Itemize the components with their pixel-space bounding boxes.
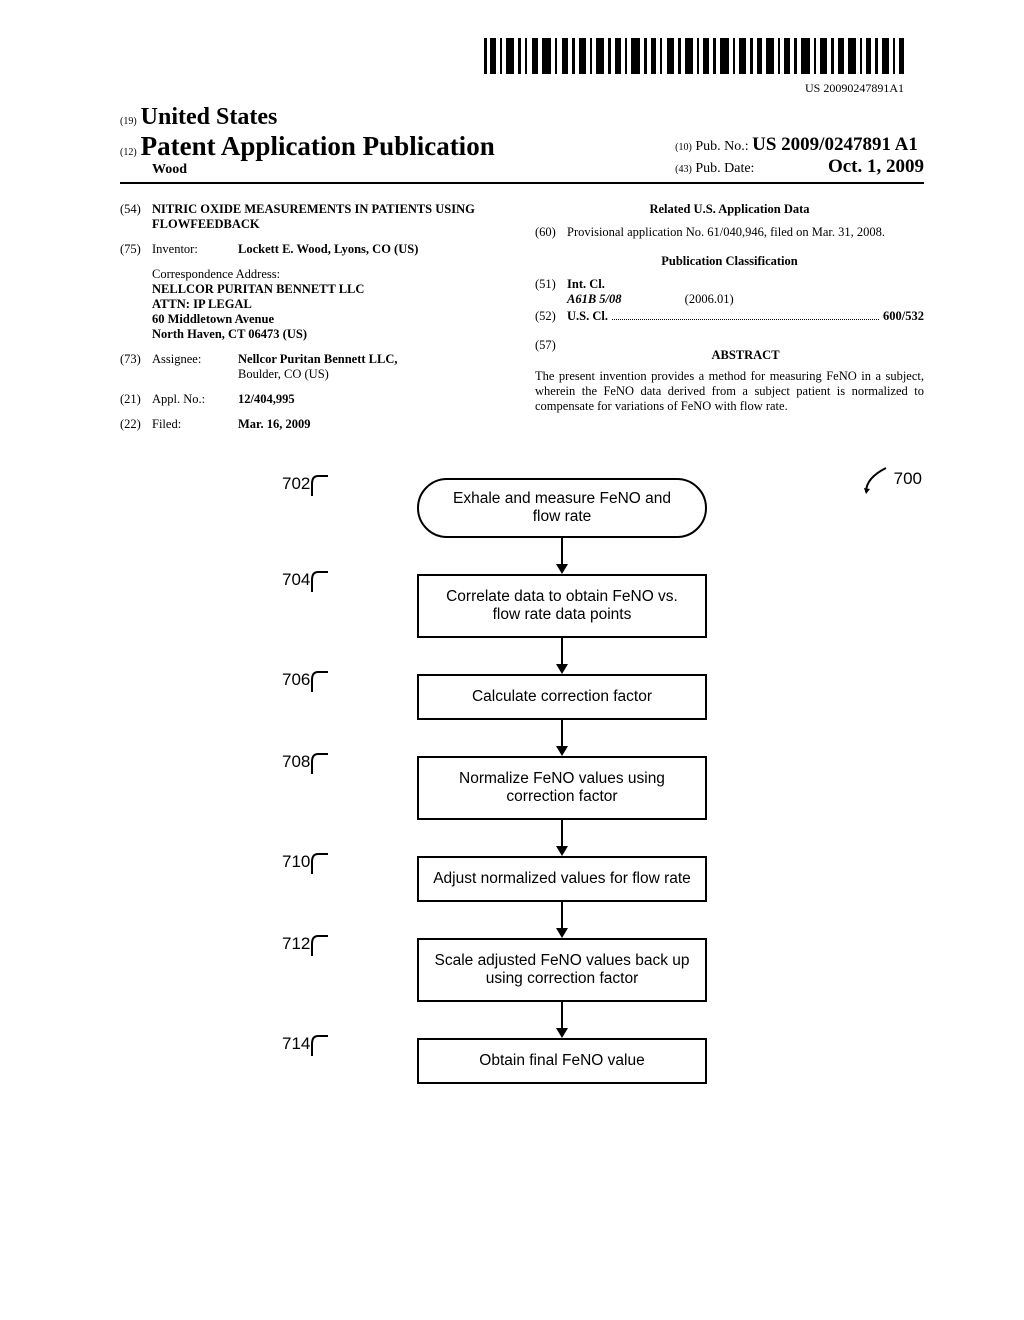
country: United States [141,104,278,130]
assignee-label: Assignee: [152,352,238,382]
flowchart-step: 704Correlate data to obtain FeNO vs. flo… [282,574,762,638]
uscl-value: 600/532 [883,309,924,324]
flowchart-arrow-icon [282,1002,762,1038]
intcl-label: Int. Cl. [567,277,605,291]
flowchart-box: Correlate data to obtain FeNO vs. flow r… [417,574,707,638]
flowchart-step: 708Normalize FeNO values using correctio… [282,756,762,820]
right-column: Related U.S. Application Data (60) Provi… [535,202,924,442]
flowchart-step: 706Calculate correction factor [282,674,762,720]
intcl-year: (2006.01) [685,292,734,306]
flowchart-ref: 700 [864,464,922,494]
addr-line-2: ATTN: IP LEGAL [152,297,509,312]
step-number-label: 714 [282,1034,330,1063]
related-heading: Related U.S. Application Data [535,202,924,217]
pubdate-label: Pub. Date: [695,161,754,176]
barcode-number: US 20090247891A1 [120,81,904,96]
flowchart: 700 702Exhale and measure FeNO and flow … [282,478,762,1084]
assignee-name: Nellcor Puritan Bennett LLC, [238,352,397,366]
field-21: (21) [120,392,152,407]
step-number-label: 708 [282,752,330,781]
left-column: (54) NITRIC OXIDE MEASUREMENTS IN PATIEN… [120,202,509,442]
header: (19) United States (12) Patent Applicati… [120,104,924,184]
field-19: (19) [120,116,137,127]
addr-line-4: North Haven, CT 06473 (US) [152,327,509,342]
assignee-location: Boulder, CO (US) [238,367,329,381]
flowchart-box: Scale adjusted FeNO values back up using… [417,938,707,1002]
field-54: (54) [120,202,152,232]
flowchart-arrow-icon [282,720,762,756]
field-75: (75) [120,242,152,257]
pub-number: US 2009/0247891 A1 [752,134,918,155]
addr-line-3: 60 Middletown Avenue [152,312,509,327]
provisional-text: Provisional application No. 61/040,946, … [567,225,924,240]
step-number-label: 702 [282,474,330,503]
step-number-label: 706 [282,670,330,699]
flowchart-arrow-icon [282,538,762,574]
field-60: (60) [535,225,567,240]
appl-number: 12/404,995 [238,392,509,407]
flowchart-step: 710Adjust normalized values for flow rat… [282,856,762,902]
field-10: (10) [675,142,692,153]
barcode-icon [484,38,904,74]
inventor-label: Inventor: [152,242,238,257]
bracket-icon [864,464,888,494]
filed-label: Filed: [152,417,238,432]
flowchart-step: 714Obtain final FeNO value [282,1038,762,1084]
doc-type: Patent Application Publication [141,131,495,161]
pub-date: Oct. 1, 2009 [828,156,924,177]
invention-title: NITRIC OXIDE MEASUREMENTS IN PATIENTS US… [152,202,509,232]
step-number-label: 710 [282,852,330,881]
flowchart-start-box: Exhale and measure FeNO and flow rate [417,478,707,538]
flowchart-step: 712Scale adjusted FeNO values back up us… [282,938,762,1002]
field-22: (22) [120,417,152,432]
field-12: (12) [120,147,137,158]
dotted-leader [612,319,879,320]
flowchart-box: Calculate correction factor [417,674,707,720]
flowchart-box: Normalize FeNO values using correction f… [417,756,707,820]
filed-date: Mar. 16, 2009 [238,417,509,432]
field-57: (57) [535,338,567,369]
flowchart-arrow-icon [282,638,762,674]
flowchart-arrow-icon [282,902,762,938]
applno-label: Appl. No.: [152,392,238,407]
field-73: (73) [120,352,152,382]
abstract-text: The present invention provides a method … [535,369,924,414]
bibdata-columns: (54) NITRIC OXIDE MEASUREMENTS IN PATIEN… [120,202,924,442]
step-number-label: 712 [282,934,330,963]
barcode-region: US 20090247891A1 [120,38,924,96]
abstract-heading: ABSTRACT [567,348,924,363]
correspondence-label: Correspondence Address: [152,267,509,282]
field-51: (51) [535,277,567,307]
pubno-label: Pub. No.: [695,139,748,154]
field-52: (52) [535,309,567,324]
addr-line-1: NELLCOR PURITAN BENNETT LLC [152,282,509,297]
pubclass-heading: Publication Classification [535,254,924,269]
flowchart-arrow-icon [282,820,762,856]
flowchart-box: Obtain final FeNO value [417,1038,707,1084]
intcl-code: A61B 5/08 [567,292,622,306]
inventor-name: Lockett E. Wood, Lyons, CO (US) [238,242,509,257]
header-author: Wood [152,162,495,178]
field-43: (43) [675,164,692,175]
uscl-label: U.S. Cl. [567,309,608,324]
flowchart-step: 702Exhale and measure FeNO and flow rate [282,478,762,538]
step-number-label: 704 [282,570,330,599]
flowchart-box: Adjust normalized values for flow rate [417,856,707,902]
